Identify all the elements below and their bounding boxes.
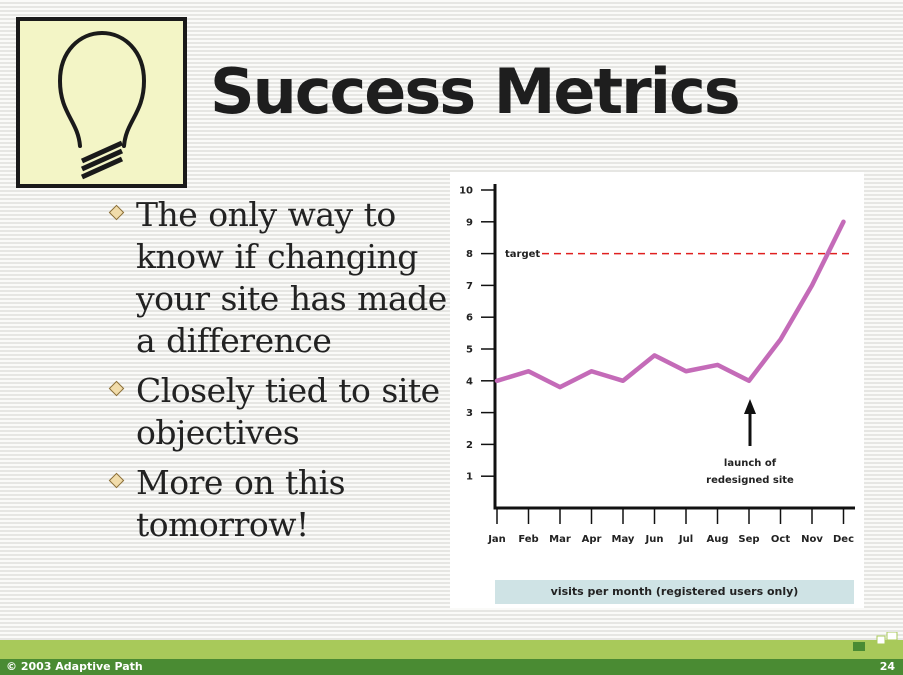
x-tick-label: Jul	[678, 534, 693, 545]
x-tick-label: Oct	[771, 534, 790, 545]
target-label: target	[505, 249, 540, 260]
y-tick-label: 4	[466, 376, 473, 387]
copyright-text: © 2003 Adaptive Path	[6, 660, 143, 673]
bullet-item: The only way to know if changing your si…	[108, 194, 448, 362]
x-tick-label: Nov	[801, 534, 823, 545]
footer-bar: © 2003 Adaptive Path 24	[0, 659, 903, 675]
x-tick-label: Aug	[706, 534, 728, 545]
x-tick-label: Jan	[487, 534, 506, 545]
bullet-text: Closely tied to site objectives	[136, 371, 440, 452]
x-tick-label: Apr	[582, 534, 602, 545]
annotation-arrowhead	[744, 399, 756, 414]
annotation-text: redesigned site	[706, 475, 794, 486]
bullet-text: The only way to know if changing your si…	[136, 195, 447, 360]
diamond-bullet-icon	[108, 204, 125, 221]
y-tick-label: 6	[466, 313, 473, 324]
y-tick-label: 9	[466, 217, 473, 228]
lightbulb-logo	[16, 17, 187, 188]
y-tick-label: 10	[459, 186, 473, 197]
page-number: 24	[879, 660, 895, 673]
bullet-list: The only way to know if changing your si…	[108, 194, 448, 554]
y-tick-label: 8	[466, 249, 473, 260]
diamond-bullet-icon	[108, 380, 125, 397]
chart-panel: 1 2 3 4 5 6 7 8 9 10 Jan Feb Mar Apr May Jun Jul Aug Sep Oc…	[450, 172, 864, 608]
x-tick-label: Jun	[645, 534, 664, 545]
bullet-item: Closely tied to site objectives	[108, 370, 448, 454]
series-line	[494, 219, 846, 390]
y-tick-label: 1	[466, 472, 473, 483]
footer-accent-band	[0, 640, 903, 659]
chart-x-axis-label: visits per month (registered users only)	[495, 580, 854, 604]
x-tick-label: Mar	[549, 534, 571, 545]
y-tick-label: 7	[466, 281, 473, 292]
x-tick-label: Feb	[518, 534, 538, 545]
footer-decoration	[853, 632, 898, 651]
bullet-text: More on this tomorrow!	[136, 463, 346, 544]
y-tick-label: 2	[466, 440, 473, 451]
slide-title: Success Metrics	[210, 55, 741, 128]
y-tick-label: 3	[466, 408, 473, 419]
diamond-bullet-icon	[108, 472, 125, 489]
x-tick-label: Sep	[738, 534, 759, 545]
y-tick-label: 5	[466, 345, 473, 356]
x-tick-label: May	[612, 534, 635, 545]
bullet-item: More on this tomorrow!	[108, 462, 448, 546]
line-chart: 1 2 3 4 5 6 7 8 9 10 Jan Feb Mar Apr May Jun Jul Aug Sep Oc…	[459, 184, 855, 545]
lightbulb-icon	[57, 30, 147, 180]
x-tick-label: Dec	[833, 534, 854, 545]
annotation-text: launch of	[724, 458, 777, 469]
